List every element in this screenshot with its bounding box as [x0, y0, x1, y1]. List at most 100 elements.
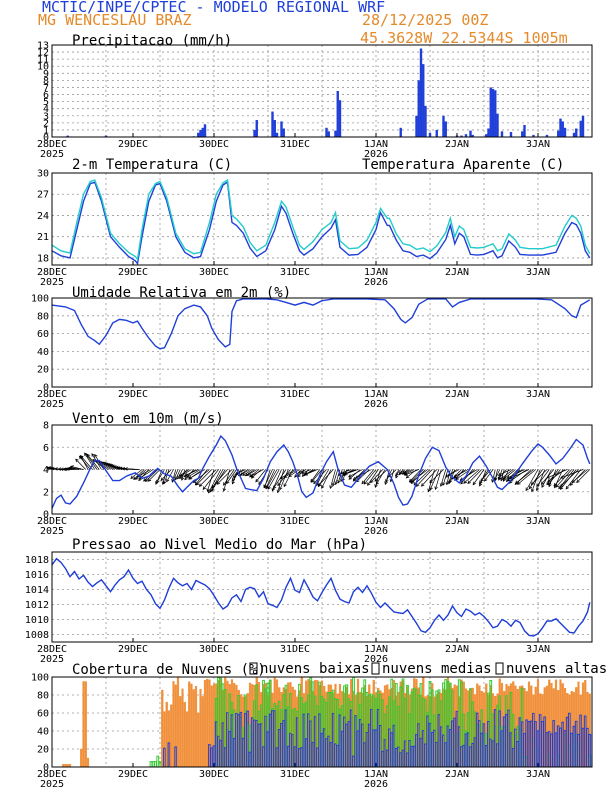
wind-arrow — [361, 469, 375, 484]
wind-arrow — [576, 469, 590, 483]
wind-arrow-head — [565, 485, 569, 490]
wind-arrow — [375, 469, 386, 485]
wind-arrow-head — [453, 474, 458, 478]
wind-arrow-head — [395, 472, 399, 476]
wind-arrow-head — [276, 489, 281, 494]
wind-arrow-head — [216, 481, 221, 485]
wind-arrow — [189, 469, 206, 480]
wind-arrow-head — [283, 474, 288, 478]
panel-frame — [51, 551, 593, 643]
y-tick-label: 5 — [43, 97, 49, 108]
y-tick-label: 2 — [43, 118, 49, 129]
wind-arrow — [541, 469, 555, 485]
wind-arrow-head — [63, 467, 68, 471]
wind-arrow-head — [354, 475, 359, 479]
cloud-high-bar — [188, 681, 191, 768]
wind-arrow-head — [427, 488, 431, 493]
header-datetime: 28/12/2025 00Z — [362, 11, 489, 29]
wind-arrow-head — [223, 482, 227, 486]
wind-arrow — [560, 469, 584, 479]
precip-bar — [399, 127, 402, 137]
wind-arrow-head — [311, 479, 315, 483]
wind-arrow — [263, 469, 273, 488]
wind-arrow-head — [118, 466, 123, 471]
wind-arrow-head — [484, 477, 488, 482]
wind-arrow — [216, 469, 233, 485]
precip-bar — [417, 80, 420, 137]
precip-bar — [557, 130, 560, 137]
wind-arrow-head — [211, 484, 216, 489]
wind-arrow — [472, 469, 485, 485]
wind-arrow-head — [434, 486, 438, 491]
wind-arrow — [226, 469, 237, 484]
x-tick-label: 30DEC — [199, 139, 229, 150]
panel-frame — [51, 676, 593, 768]
wind-arrow — [186, 469, 201, 478]
wind-arrow-head — [500, 477, 504, 482]
wind-arrow — [547, 469, 568, 479]
wind-arrow-head — [179, 473, 184, 477]
precip-bar — [561, 121, 564, 137]
x-tick-label: 2JAN — [445, 139, 469, 150]
wind-arrow-head — [138, 477, 142, 482]
wind-arrow — [178, 469, 190, 477]
precip-bar — [415, 115, 418, 137]
wind-arrow-head — [329, 485, 333, 490]
wind-arrow-head — [184, 476, 188, 481]
wind-arrow-head — [344, 471, 348, 476]
wind-arrow-head — [498, 475, 502, 480]
cloud-mid-bar — [156, 755, 160, 768]
precip-bar — [336, 91, 339, 137]
wind-arrow-head — [415, 483, 420, 487]
precip-bar — [255, 120, 258, 137]
wind-arrow — [180, 469, 192, 477]
x-tick-label: 2JAN — [445, 644, 469, 655]
wind-arrow — [124, 468, 140, 470]
wind-arrow-head — [525, 487, 529, 492]
wind-arrow — [565, 469, 582, 490]
wind-arrow — [402, 469, 410, 474]
panel-frame — [51, 44, 593, 138]
wind-arrow-head — [497, 477, 502, 481]
wind-arrow-head — [202, 486, 207, 490]
wind-arrow — [440, 469, 447, 487]
y-tick-label: 0 — [43, 510, 49, 521]
wind-arrow-head — [91, 453, 95, 457]
wind-arrow-head — [547, 478, 551, 482]
cloud-bars — [62, 676, 592, 768]
wind-arrow-head — [341, 472, 346, 476]
wind-arrow — [370, 469, 384, 483]
cloud-high-bar — [84, 681, 87, 768]
wind-arrow — [536, 469, 550, 487]
precip-bar — [327, 131, 330, 137]
precip-bar — [581, 115, 585, 137]
wind-arrow-head — [467, 480, 471, 485]
cloud-high-bar — [183, 701, 186, 768]
wind-arrow — [75, 458, 87, 470]
wind-arrow — [223, 469, 235, 486]
wind-arrow-head — [480, 478, 484, 482]
precip-bar — [500, 131, 504, 137]
wind-arrow — [179, 469, 188, 479]
precip-bar — [442, 115, 445, 137]
wind-arrow-head — [54, 467, 58, 471]
x-tick-label: 29DEC — [118, 516, 148, 527]
wind-arrow-head — [421, 483, 425, 487]
wind-arrow-head — [367, 482, 371, 486]
wind-arrow-head — [57, 467, 62, 471]
wind-arrow-head — [195, 481, 200, 486]
wind-arrow — [172, 469, 179, 481]
cloud-high-bar — [82, 681, 85, 768]
panel-title: Umidade Relativa em 2m (%) — [72, 285, 291, 301]
wind-arrow — [429, 469, 444, 484]
x-tick-sublabel: 2026 — [364, 399, 388, 410]
precip-bar — [559, 118, 562, 137]
wind-arrow-head — [174, 476, 179, 481]
x-tick-sublabel: 2025 — [40, 779, 64, 790]
precip-bar — [521, 131, 524, 137]
wind-arrow — [175, 469, 181, 480]
y-tick-label: 8 — [43, 76, 49, 87]
x-tick-label: 1JAN — [364, 769, 388, 780]
cloud-high-bar — [161, 689, 164, 768]
header-coords: 45.3628W 22.5344S 1005m — [360, 29, 568, 47]
